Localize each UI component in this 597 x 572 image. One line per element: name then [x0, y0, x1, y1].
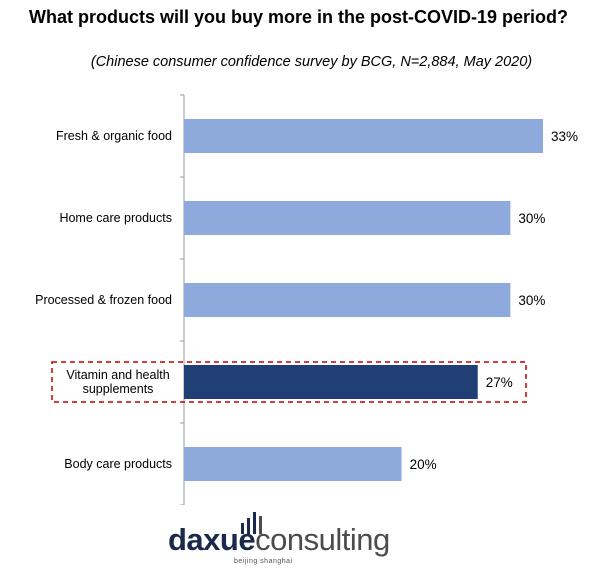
category-label: Processed & frozen food — [35, 293, 172, 307]
logo-brand-part2: consulting — [255, 522, 390, 557]
data-label: 33% — [551, 129, 578, 144]
data-label: 30% — [518, 211, 545, 226]
bar — [184, 365, 478, 399]
category-label: supplements — [83, 382, 154, 396]
category-label: Fresh & organic food — [56, 129, 172, 143]
logo-tagline: beijing shanghai — [234, 558, 293, 565]
data-label: 20% — [410, 457, 437, 472]
bar-chart: 33% Fresh & organic food 30% Home care prod… — [35, 94, 578, 505]
highlight-box — [51, 361, 527, 403]
category-label: Home care products — [59, 211, 172, 225]
bar — [184, 283, 511, 317]
bar — [184, 447, 402, 481]
data-label: 30% — [518, 293, 545, 308]
bar — [184, 201, 511, 235]
logo-wordmark: daxueconsulting — [168, 522, 390, 558]
logo-brand-part1: daxue — [168, 522, 256, 557]
chart-title: What products will you buy more in the p… — [28, 7, 569, 27]
data-label: 27% — [486, 375, 513, 390]
chart-subtitle: (Chinese consumer confidence survey by B… — [90, 54, 533, 70]
category-label: Vitamin and health — [66, 368, 169, 382]
daxue-consulting-logo: daxueconsulting beijing shanghai — [160, 510, 400, 570]
logo-bars-icon — [241, 512, 262, 534]
bar — [184, 119, 543, 153]
category-label: Body care products — [64, 457, 172, 471]
